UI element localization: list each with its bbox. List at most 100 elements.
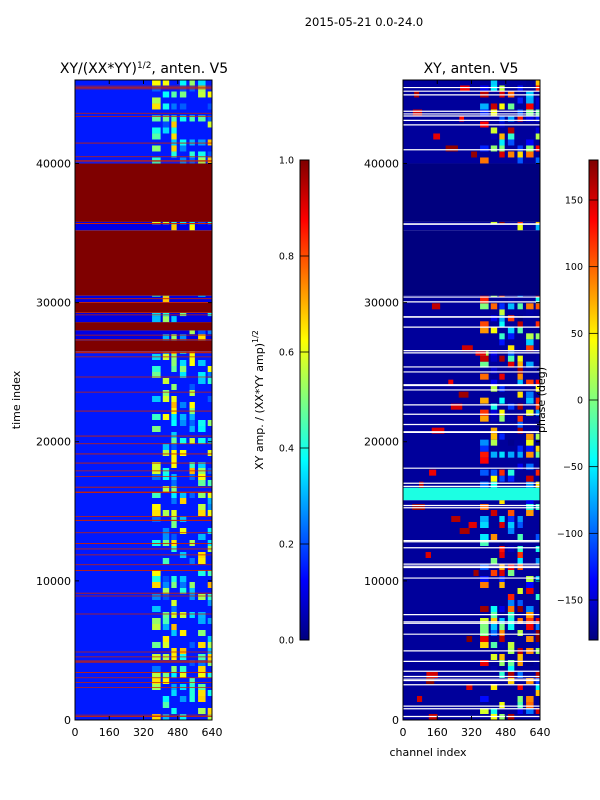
heatmap-cell [535, 481, 540, 488]
heatmap-cell [526, 636, 534, 642]
heatmap-cell [207, 708, 212, 714]
heatmap-cell [517, 224, 523, 231]
heatmap-cell [480, 85, 489, 92]
heatmap-cell [152, 678, 161, 684]
heatmap-cell [189, 414, 195, 420]
heatmap-cell [526, 504, 534, 510]
heatmap-cell [490, 654, 498, 660]
figure-suptitle: 2015-05-21 0.0-24.0 [305, 15, 424, 29]
heatmap-cell [526, 500, 534, 504]
heatmap-cell [480, 522, 489, 528]
heatmap-cell [207, 672, 212, 678]
heatmap-cell [162, 295, 170, 297]
heatmap-cell [517, 403, 523, 410]
heatmap-cell [480, 540, 489, 546]
heatmap-cell [152, 97, 161, 104]
heatmap-cell [499, 475, 505, 482]
heatmap-cell [535, 224, 540, 231]
heatmap-cell [517, 445, 523, 452]
heatmap-cell [152, 606, 161, 612]
heatmap-cell [152, 462, 161, 468]
heatmap-cell [480, 696, 489, 702]
colorbar-tick-label: 0 [577, 396, 583, 407]
heatmap-cell [535, 321, 540, 328]
heatmap-cell [179, 516, 187, 522]
heatmap-cell [490, 151, 498, 158]
colorbar-tick-label: −150 [557, 596, 583, 607]
heatmap-cell [490, 427, 498, 434]
heatmap-cell [480, 660, 489, 666]
y-tick-label: 30000 [36, 297, 71, 310]
heatmap-cell [507, 297, 515, 304]
heatmap-cell [162, 588, 170, 594]
heatmap-cell [189, 492, 195, 498]
heatmap-cell [189, 360, 195, 366]
heatmap-cell [490, 475, 498, 482]
heatmap-cell [480, 321, 489, 328]
heatmap-cell [490, 630, 498, 636]
heatmap-cell [198, 612, 206, 618]
heatmap-cell [535, 546, 540, 552]
heatmap-cell [189, 588, 195, 594]
phase-colorbar-ticks: 150 100 50 0 −50 −100 −150 [557, 196, 598, 607]
heatmap-cell [171, 612, 177, 618]
heatmap-cell [507, 528, 515, 534]
heatmap-cell [507, 666, 515, 672]
heatmap-cell [517, 672, 523, 678]
heatmap-cell [526, 708, 534, 714]
heatmap-cell [419, 481, 424, 488]
heatmap-cell [480, 451, 489, 458]
heatmap-cell [207, 636, 212, 642]
heatmap-band [75, 322, 212, 331]
heatmap-cell [152, 570, 161, 576]
heatmap-cell [507, 594, 515, 600]
heatmap-cell [207, 510, 212, 516]
heatmap-cell [490, 303, 498, 310]
heatmap-cell [535, 297, 540, 304]
heatmap-cell [535, 333, 540, 340]
heatmap-cell [480, 415, 489, 422]
heatmap-cell [526, 696, 534, 702]
heatmap-cell [480, 457, 489, 464]
heatmap-cell [507, 351, 515, 356]
heatmap-cell [507, 546, 515, 552]
heatmap-band [403, 487, 540, 501]
heatmap-cell [480, 534, 489, 540]
heatmap-cell [535, 451, 540, 458]
heatmap-cell [526, 445, 534, 452]
heatmap-cell [207, 151, 212, 158]
heatmap-cell [189, 660, 195, 666]
heatmap-cell [535, 618, 540, 624]
heatmap-cell [499, 500, 505, 504]
heatmap-cell [171, 420, 177, 426]
heatmap-cell [162, 696, 170, 702]
heatmap-cell [499, 303, 505, 310]
heatmap-cell [152, 672, 161, 678]
heatmap-cell [171, 648, 177, 654]
heatmap-cell [468, 522, 477, 528]
heatmap-cell [517, 708, 523, 714]
heatmap-cell [198, 504, 206, 510]
heatmap-cell [480, 145, 489, 152]
heatmap-cell [459, 528, 470, 534]
phase-colorbar-label: phase (deg) [535, 367, 548, 433]
heatmap-cell [450, 403, 463, 410]
heatmap-cell [480, 469, 489, 476]
heatmap-cell [535, 636, 540, 642]
heatmap-cell [517, 451, 523, 458]
heatmap-cell [499, 309, 505, 316]
heatmap-cell [162, 510, 170, 516]
heatmap-cell [152, 103, 161, 110]
heatmap-cell [416, 696, 423, 702]
heatmap-cell [198, 438, 206, 444]
heatmap-cell [526, 582, 534, 588]
heatmap-cell [207, 582, 212, 588]
left-axis-ticks: 0 160 320 480 640 0 10000 20000 30000 40000 [36, 80, 223, 739]
heatmap-cell [517, 391, 523, 398]
heatmap-cell [198, 684, 206, 690]
heatmap-cell [162, 582, 170, 588]
heatmap-cell [499, 355, 505, 362]
heatmap-cell [179, 438, 187, 444]
heatmap-cell [526, 481, 534, 488]
